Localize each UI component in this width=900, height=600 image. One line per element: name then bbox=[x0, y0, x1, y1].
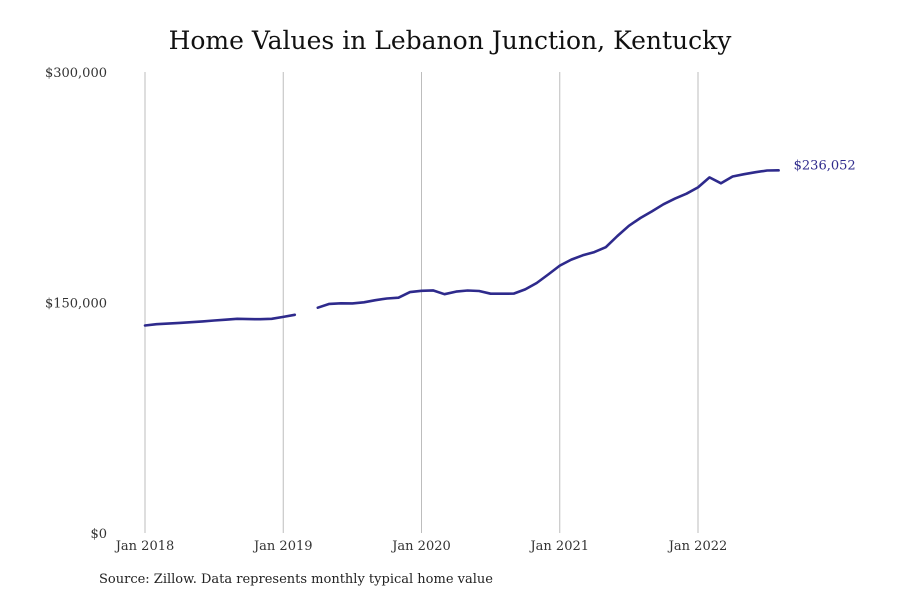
source-note: Source: Zillow. Data represents monthly … bbox=[99, 572, 493, 587]
x-tick-label: Jan 2018 bbox=[114, 539, 175, 554]
end-value-label: $236,052 bbox=[794, 158, 856, 173]
data-labels: $236,052 bbox=[794, 158, 856, 173]
y-tick-label: $0 bbox=[90, 527, 107, 542]
x-tick-label: Jan 2019 bbox=[252, 539, 313, 554]
y-tick-label: $150,000 bbox=[45, 297, 107, 312]
x-tick-label: Jan 2021 bbox=[528, 539, 589, 554]
series-line-segment-0 bbox=[143, 313, 297, 327]
series-line-segment-1 bbox=[316, 169, 780, 310]
chart-title: Home Values in Lebanon Junction, Kentuck… bbox=[168, 26, 732, 55]
series-group bbox=[143, 169, 780, 327]
x-tick-label: Jan 2020 bbox=[390, 539, 451, 554]
x-axis-ticks: Jan 2018 Jan 2019 Jan 2020 Jan 2021 Jan 2022 bbox=[114, 539, 728, 554]
y-axis-ticks: $0 $150,000 $300,000 bbox=[45, 66, 107, 542]
y-tick-label: $300,000 bbox=[45, 66, 107, 81]
gridlines bbox=[144, 72, 699, 533]
x-tick-label: Jan 2022 bbox=[667, 539, 728, 554]
